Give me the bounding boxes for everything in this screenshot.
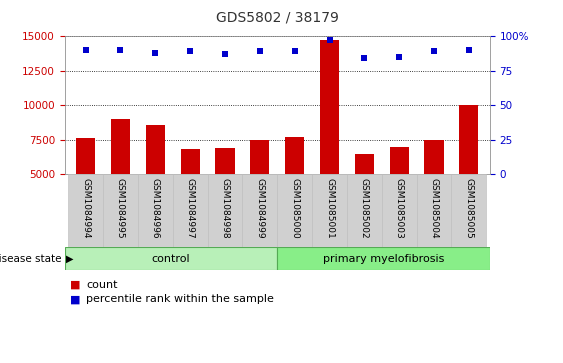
Bar (243, 174, 278, 247)
Bar (355, 154, 374, 243)
Text: ■: ■ (70, 294, 81, 305)
Bar (208, 174, 243, 247)
Bar (417, 174, 452, 247)
Text: GSM1084996: GSM1084996 (151, 178, 160, 238)
Bar (425, 140, 444, 243)
Text: GSM1084998: GSM1084998 (221, 178, 230, 238)
Point (360, 56, 369, 61)
Text: GSM1084997: GSM1084997 (186, 178, 195, 238)
Bar (459, 105, 479, 243)
Text: GSM1084999: GSM1084999 (256, 178, 265, 238)
Point (325, 37, 334, 43)
Point (256, 49, 265, 54)
Text: ▶: ▶ (66, 254, 73, 264)
Text: GDS5802 / 38179: GDS5802 / 38179 (216, 11, 339, 25)
Bar (173, 174, 208, 247)
Bar (103, 174, 138, 247)
Bar (312, 174, 347, 247)
Bar (390, 147, 409, 243)
Point (81, 47, 90, 53)
Bar (138, 174, 173, 247)
Bar (111, 119, 130, 243)
Bar (216, 148, 235, 243)
Point (430, 49, 439, 54)
Text: GSM1085005: GSM1085005 (464, 178, 473, 238)
Text: GSM1085002: GSM1085002 (360, 178, 369, 238)
Point (464, 47, 473, 53)
Point (186, 49, 195, 54)
Point (116, 47, 125, 53)
Bar (68, 174, 103, 247)
Text: GSM1085004: GSM1085004 (430, 178, 439, 238)
Text: GSM1085003: GSM1085003 (395, 178, 404, 238)
Point (395, 54, 404, 60)
Text: percentile rank within the sample: percentile rank within the sample (86, 294, 274, 305)
Bar (76, 138, 95, 243)
Bar (278, 174, 312, 247)
Bar (146, 125, 165, 243)
Bar (285, 137, 304, 243)
Text: count: count (86, 280, 118, 290)
Bar (278, 247, 490, 270)
Point (151, 50, 160, 56)
Bar (65, 247, 278, 270)
Text: GSM1085001: GSM1085001 (325, 178, 334, 238)
Bar (320, 40, 339, 243)
Text: control: control (151, 254, 190, 264)
Text: disease state: disease state (0, 254, 62, 264)
Bar (251, 140, 270, 243)
Bar (181, 150, 200, 243)
Text: GSM1085000: GSM1085000 (290, 178, 299, 238)
Text: GSM1084994: GSM1084994 (81, 178, 90, 238)
Bar (452, 174, 486, 247)
Bar (347, 174, 382, 247)
Text: primary myelofibrosis: primary myelofibrosis (323, 254, 444, 264)
Bar (382, 174, 417, 247)
Point (290, 49, 299, 54)
Text: GSM1084995: GSM1084995 (116, 178, 125, 238)
Point (221, 51, 230, 57)
Text: ■: ■ (70, 280, 81, 290)
